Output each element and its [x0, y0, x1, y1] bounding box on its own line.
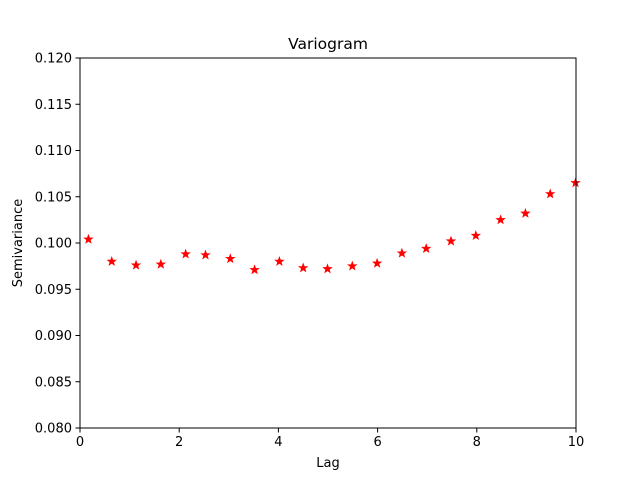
data-point-star [495, 214, 506, 225]
data-points [83, 177, 581, 275]
data-point-star [130, 259, 142, 270]
y-axis-label: Semivariance [11, 199, 26, 288]
y-tick-label: 0.090 [35, 329, 72, 344]
data-point-star [371, 257, 383, 268]
x-tick-label: 2 [175, 435, 183, 450]
data-point-star [274, 256, 285, 266]
data-point-star [544, 188, 556, 199]
data-point-star [180, 248, 191, 259]
data-point-star [83, 233, 94, 244]
x-axis-ticks: 0 2 4 6 8 10 [76, 428, 584, 450]
data-point-star [322, 263, 333, 274]
data-point-star [420, 243, 432, 253]
y-tick-label: 0.080 [35, 422, 72, 437]
plot-frame [79, 57, 577, 429]
data-point-star [155, 258, 167, 269]
x-tick-label: 8 [473, 435, 481, 450]
y-tick-label: 0.085 [35, 375, 72, 390]
y-tick-label: 0.105 [35, 190, 72, 205]
data-point-star [470, 230, 482, 241]
data-point-star [225, 253, 236, 264]
data-point-star [200, 249, 211, 260]
x-tick-label: 0 [76, 435, 84, 450]
x-tick-label: 6 [373, 435, 381, 450]
y-tick-label: 0.115 [35, 98, 72, 113]
y-tick-label: 0.110 [35, 144, 72, 159]
data-point-star [297, 262, 309, 273]
data-point-star [520, 207, 531, 218]
x-tick-label: 4 [274, 435, 282, 450]
data-point-star [396, 247, 408, 258]
data-point-star [347, 260, 358, 271]
y-tick-label: 0.120 [35, 52, 72, 67]
chart-title: Variogram [288, 35, 368, 53]
data-point-star [445, 235, 457, 246]
y-tick-label: 0.100 [35, 237, 72, 252]
data-point-star [106, 256, 117, 266]
y-axis-ticks: 0.080 0.085 0.090 0.095 0.100 0.105 0.110 0.115… [35, 52, 80, 437]
data-point-star [249, 264, 260, 275]
y-tick-label: 0.095 [35, 283, 72, 298]
x-tick-label: 10 [568, 435, 585, 450]
x-axis-label: Lag [316, 456, 339, 471]
